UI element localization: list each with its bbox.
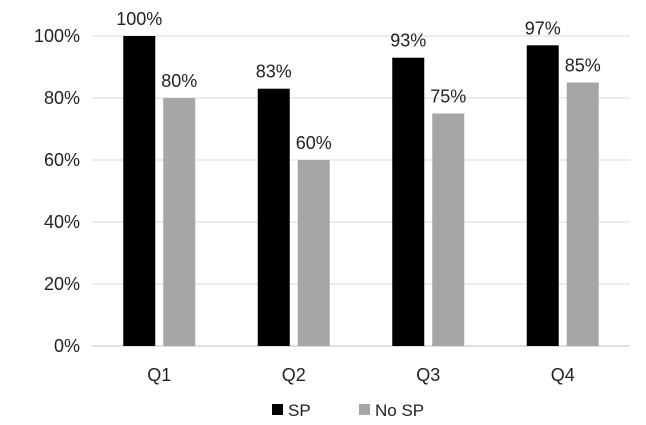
bar-no-sp-q4	[566, 82, 599, 346]
legend-swatch-sp	[272, 404, 283, 415]
data-label-no-sp-q3: 75%	[430, 87, 466, 107]
data-labels: 100% 80% 83% 60% 93% 75% 97%85%	[116, 9, 601, 153]
bar-no-sp-q3	[432, 113, 465, 346]
y-tick-label: 0%	[54, 336, 80, 356]
category-label-q4: Q4	[551, 365, 575, 385]
category-label-q3: Q3	[416, 365, 440, 385]
y-tick-label: 80%	[44, 88, 80, 108]
bar-no-sp-q2	[297, 160, 330, 346]
x-axis-categories: Q1 Q2 Q3 Q4	[147, 365, 575, 385]
legend-label-no-sp: No SP	[375, 401, 424, 420]
category-label-q1: Q1	[147, 365, 171, 385]
category-label-q2: Q2	[282, 365, 306, 385]
data-label-no-sp-q1: 80%	[161, 71, 197, 91]
bar-sp-q3	[392, 57, 425, 346]
y-tick-label: 40%	[44, 212, 80, 232]
data-label-no-sp-q4: 85%	[565, 56, 601, 76]
y-axis-ticks: 0% 20% 40% 60% 80% 100%	[34, 26, 80, 356]
legend-swatch-no-sp	[359, 404, 370, 415]
legend-label-sp: SP	[288, 401, 311, 420]
data-label-sp-q4: 97%	[525, 18, 561, 38]
y-tick-label: 20%	[44, 274, 80, 294]
bar-sp-q1	[123, 36, 156, 346]
y-tick-label: 60%	[44, 150, 80, 170]
bar-sp-q2	[257, 88, 290, 346]
data-label-sp-q1: 100%	[116, 9, 162, 29]
data-label-sp-q3: 93%	[390, 31, 426, 51]
y-tick-label: 100%	[34, 26, 80, 46]
bar-sp-q4	[526, 45, 559, 347]
bars	[123, 36, 599, 347]
data-label-sp-q2: 83%	[256, 62, 292, 82]
data-label-no-sp-q2: 60%	[296, 133, 332, 153]
legend: SP No SP	[272, 401, 424, 420]
bar-no-sp-q1	[163, 98, 196, 346]
